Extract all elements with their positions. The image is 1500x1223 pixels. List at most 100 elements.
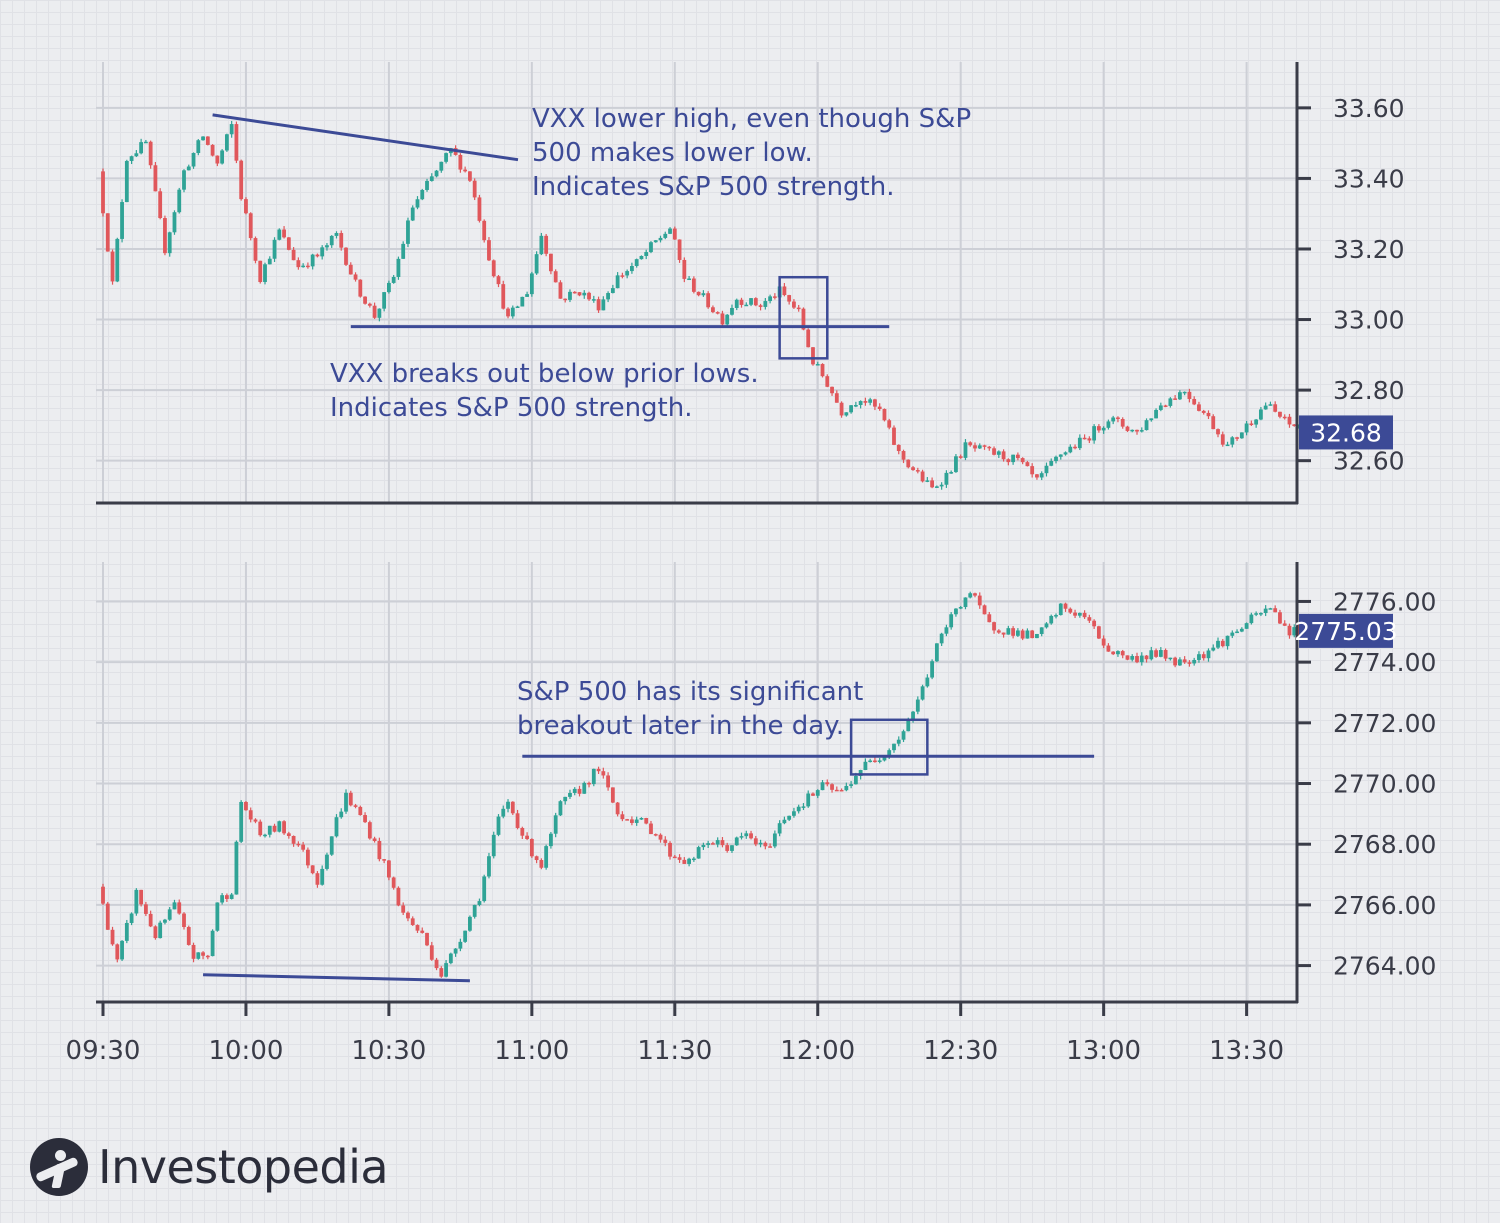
candle-body-up bbox=[515, 306, 520, 308]
candle-body-down bbox=[248, 213, 253, 239]
candle-body-down bbox=[1101, 638, 1106, 646]
candle-body-up bbox=[863, 761, 868, 771]
candle-body-down bbox=[1292, 424, 1297, 426]
x-tick-label: 12:00 bbox=[780, 1036, 855, 1066]
candle-body-down bbox=[801, 308, 806, 330]
candle-body-down bbox=[163, 218, 167, 254]
candle-body-up bbox=[1225, 635, 1230, 647]
candle-body-up bbox=[1258, 409, 1263, 420]
candle-body-up bbox=[186, 166, 191, 171]
candle-body-up bbox=[782, 819, 787, 824]
candle-body-down bbox=[1273, 608, 1278, 613]
candle-body-up bbox=[730, 307, 734, 315]
annotation-text: S&P 500 has its significant breakout late… bbox=[517, 677, 863, 741]
candle-body-down bbox=[1125, 426, 1130, 431]
y-tick-label: 2772.00 bbox=[1333, 709, 1436, 738]
candle-body-down bbox=[487, 240, 491, 261]
candle-body-up bbox=[1244, 623, 1249, 629]
candle-body-down bbox=[201, 952, 205, 956]
candle-body-down bbox=[906, 459, 911, 468]
candle-body-down bbox=[896, 444, 901, 452]
candle-body-up bbox=[1254, 613, 1259, 615]
candle-body-up bbox=[129, 156, 134, 161]
candle-body-up bbox=[143, 141, 148, 144]
candle-body-up bbox=[901, 731, 906, 740]
candle-body-up bbox=[453, 948, 458, 954]
candle-body-up bbox=[139, 142, 144, 154]
x-tick-label: 11:00 bbox=[494, 1036, 569, 1066]
candle-body-up bbox=[1130, 429, 1135, 432]
candle-body-up bbox=[911, 711, 915, 720]
candle-body-up bbox=[134, 889, 139, 914]
candle-body-down bbox=[1087, 617, 1092, 621]
candle-body-up bbox=[715, 840, 720, 845]
candle-body-up bbox=[944, 627, 949, 634]
candle-body-down bbox=[315, 873, 320, 885]
candle-body-down bbox=[391, 877, 396, 888]
candle-body-down bbox=[987, 614, 992, 623]
candle-body-up bbox=[653, 240, 658, 243]
candle-body-down bbox=[820, 364, 825, 377]
candle-body-down bbox=[973, 445, 977, 449]
candle-body-up bbox=[563, 796, 568, 802]
candle-body-up bbox=[1263, 405, 1268, 410]
annotation-line: Indicates S&P 500 strength. bbox=[330, 393, 693, 423]
candle-body-up bbox=[849, 405, 854, 413]
candle-body-down bbox=[525, 835, 529, 840]
candle-body-down bbox=[410, 918, 415, 926]
candle-body-down bbox=[549, 253, 553, 272]
candle-body-down bbox=[672, 228, 677, 240]
candle-body-down bbox=[401, 905, 406, 913]
candle-body-down bbox=[1063, 603, 1068, 609]
candle-body-up bbox=[529, 273, 534, 295]
candle-body-down bbox=[143, 904, 148, 914]
candle-body-up bbox=[220, 150, 225, 164]
candle-body-down bbox=[711, 843, 715, 845]
candle-body-up bbox=[134, 153, 139, 157]
candle-body-down bbox=[982, 445, 987, 447]
candle-body-down bbox=[305, 849, 310, 866]
candle-body-up bbox=[310, 254, 315, 267]
candle-body-up bbox=[1154, 409, 1158, 419]
candle-body-down bbox=[672, 856, 677, 859]
candle-body-up bbox=[1239, 628, 1244, 632]
candle-body-down bbox=[1020, 458, 1025, 463]
candle-body-down bbox=[348, 264, 353, 275]
candle-body-up bbox=[506, 801, 510, 809]
candle-body-down bbox=[496, 276, 501, 285]
candle-body-down bbox=[182, 913, 186, 928]
last-price-label: 32.68 bbox=[1310, 418, 1382, 447]
candle-body-down bbox=[610, 787, 615, 803]
candle-body-down bbox=[782, 286, 787, 296]
candle-body-up bbox=[1168, 398, 1173, 406]
candle-body-up bbox=[1011, 454, 1016, 463]
candle-body-down bbox=[792, 301, 796, 308]
candle-body-up bbox=[820, 782, 825, 791]
candle-body-up bbox=[1039, 627, 1044, 634]
candle-body-up bbox=[344, 792, 348, 812]
candle-body-down bbox=[1182, 659, 1187, 663]
candle-body-down bbox=[920, 471, 925, 482]
candle-body-down bbox=[110, 251, 115, 282]
candle-body-up bbox=[220, 895, 225, 903]
candle-body-up bbox=[167, 232, 172, 254]
candle-body-down bbox=[1278, 411, 1282, 417]
candle-body-down bbox=[753, 298, 758, 306]
x-tick-label: 13:30 bbox=[1209, 1036, 1284, 1066]
candle-body-up bbox=[877, 760, 882, 762]
candle-body-down bbox=[158, 191, 163, 219]
candle-body-down bbox=[510, 801, 515, 814]
candle-body-down bbox=[1220, 434, 1225, 445]
candle-body-down bbox=[272, 825, 277, 832]
candle-body-down bbox=[282, 229, 286, 238]
candle-body-up bbox=[844, 785, 849, 791]
candle-body-down bbox=[696, 291, 701, 296]
candle-body-up bbox=[1058, 454, 1063, 457]
candle-body-up bbox=[191, 153, 196, 167]
candle-body-down bbox=[282, 821, 286, 834]
candle-body-down bbox=[1282, 416, 1287, 419]
annotation-line: Indicates S&P 500 strength. bbox=[532, 172, 895, 202]
candle-body-up bbox=[1139, 655, 1144, 663]
candle-body-up bbox=[749, 298, 753, 305]
candle-body-down bbox=[286, 833, 291, 836]
